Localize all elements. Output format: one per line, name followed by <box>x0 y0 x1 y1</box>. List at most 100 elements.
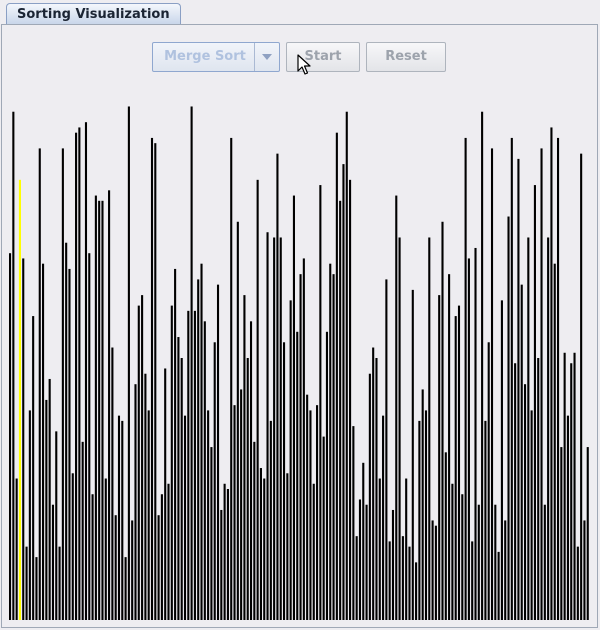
bar <box>302 258 305 620</box>
bar <box>197 279 200 620</box>
bar <box>497 551 500 620</box>
bar <box>464 137 467 621</box>
bar <box>230 137 233 621</box>
bar <box>98 200 101 621</box>
bar <box>174 268 177 620</box>
bar <box>434 525 437 620</box>
bar <box>332 274 335 620</box>
bar <box>309 410 312 620</box>
bar <box>322 436 325 620</box>
bar-highlighted <box>18 179 21 620</box>
bar <box>484 420 487 620</box>
bar <box>279 237 282 621</box>
bar <box>537 358 540 620</box>
bar <box>210 447 213 620</box>
bar <box>382 415 385 620</box>
bar <box>507 216 510 620</box>
bar <box>193 310 196 620</box>
bar <box>147 410 150 620</box>
bar <box>349 179 352 620</box>
reset-button[interactable]: Reset <box>366 42 446 72</box>
bar <box>117 415 121 620</box>
bar <box>213 342 216 620</box>
bar <box>263 478 266 620</box>
bar <box>451 483 454 620</box>
bar <box>405 478 408 620</box>
bar <box>216 284 220 620</box>
bar <box>35 557 38 620</box>
bar <box>170 305 173 620</box>
bar <box>415 562 418 620</box>
bar <box>190 106 193 621</box>
bar <box>378 478 381 620</box>
bar <box>164 368 167 620</box>
bar <box>358 499 362 620</box>
bar <box>296 331 299 620</box>
bar <box>94 195 97 620</box>
bar <box>471 541 474 620</box>
bar <box>51 504 55 620</box>
bar <box>131 520 134 620</box>
bar <box>91 494 94 620</box>
bar <box>540 148 543 620</box>
bar <box>187 310 190 620</box>
bar <box>306 394 309 620</box>
bar <box>467 258 470 620</box>
bar <box>200 263 203 620</box>
bar <box>9 253 12 620</box>
bar <box>570 363 573 620</box>
bar <box>108 190 111 620</box>
bar <box>32 316 35 620</box>
bar <box>289 300 292 620</box>
bar <box>553 263 556 620</box>
bar <box>372 347 375 620</box>
bar <box>550 127 553 620</box>
dropdown-button[interactable] <box>254 43 279 71</box>
tab-sorting-visualization[interactable]: Sorting Visualization <box>6 3 181 24</box>
bar <box>134 384 137 620</box>
bar <box>510 137 513 621</box>
bar <box>101 200 104 621</box>
bar <box>530 410 533 620</box>
bar <box>312 483 315 620</box>
bar <box>292 195 295 620</box>
bar <box>583 520 586 620</box>
bar <box>61 148 64 620</box>
bar <box>42 263 45 620</box>
bar <box>523 384 527 620</box>
bar <box>474 247 477 620</box>
bar <box>141 295 144 620</box>
bar <box>487 342 490 620</box>
algorithm-selected-value: Merge Sort <box>164 49 246 64</box>
bar <box>203 321 206 620</box>
bar <box>58 546 61 620</box>
bar <box>325 331 329 620</box>
bar <box>504 520 507 620</box>
bar <box>38 148 41 620</box>
bar <box>45 399 48 620</box>
bar <box>12 111 15 620</box>
algorithm-dropdown[interactable]: Merge Sort <box>152 42 280 72</box>
bar <box>490 148 494 620</box>
bar <box>411 289 414 620</box>
bar <box>461 494 464 620</box>
bar <box>28 410 31 620</box>
bar <box>342 164 345 620</box>
bar <box>253 441 256 620</box>
bar <box>362 462 365 620</box>
bar <box>543 504 546 620</box>
bar <box>319 185 322 620</box>
bar <box>556 137 560 621</box>
bar <box>401 536 404 620</box>
bar <box>385 279 388 620</box>
bar <box>207 410 210 620</box>
bar <box>15 478 18 620</box>
bar <box>428 237 431 621</box>
bar <box>144 373 147 620</box>
bar <box>167 483 170 620</box>
bar <box>329 263 332 620</box>
bar <box>533 185 536 620</box>
bar <box>276 153 279 620</box>
bar <box>352 426 355 620</box>
